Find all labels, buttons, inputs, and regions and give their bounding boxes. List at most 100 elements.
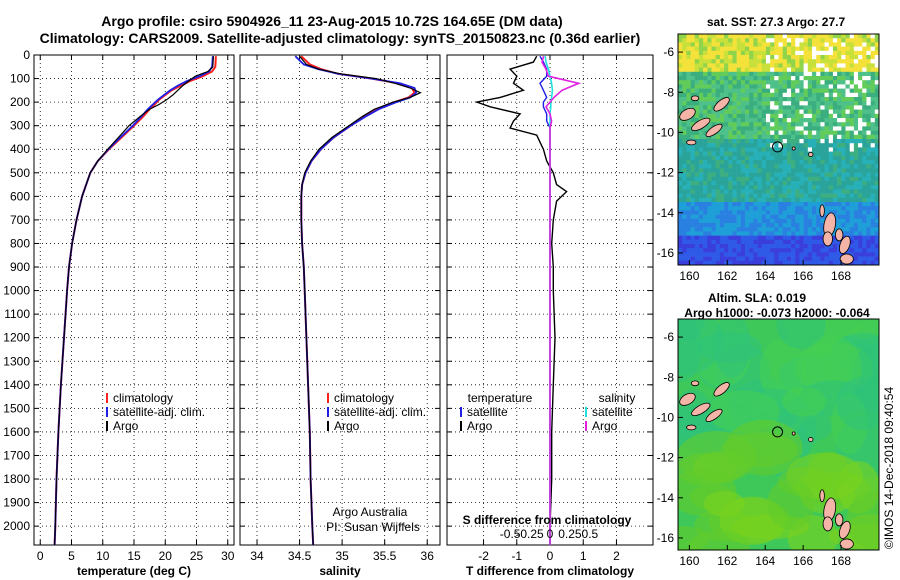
sst-cell (765, 252, 771, 257)
sst-cell (761, 256, 767, 262)
sst-cell (715, 67, 721, 73)
sst-cell (824, 118, 830, 123)
sst-cell (753, 172, 758, 178)
sst-cell (841, 92, 846, 98)
sst-cell (711, 197, 716, 203)
sst-cell (678, 218, 683, 224)
sst-cell (698, 193, 704, 199)
sst-cell (761, 122, 767, 127)
y-tick-label: 1700 (3, 448, 30, 462)
sst-cell (866, 151, 871, 157)
land-island (791, 146, 796, 151)
sst-cell (778, 55, 783, 60)
sst-cell (770, 84, 775, 89)
sst-cell (816, 105, 821, 110)
sst-cell (694, 76, 700, 81)
sst-cell (765, 76, 771, 81)
sst-cell (740, 55, 746, 60)
legend-entry: Argo (467, 419, 493, 433)
y-tick-label: -6 (663, 45, 674, 59)
sst-cell (870, 67, 876, 73)
sst-cell (682, 122, 687, 127)
sst-cell (740, 71, 746, 77)
sst-cell (749, 218, 754, 224)
sst-cell (707, 126, 712, 131)
sst-cell (837, 134, 842, 140)
sst-cell (849, 92, 855, 98)
sst-cell (812, 126, 817, 131)
sst-cell (799, 202, 804, 207)
sst-cell (803, 197, 809, 203)
sst-cell (724, 164, 729, 169)
sst-cell (841, 126, 846, 131)
sst-cell (707, 239, 712, 245)
sst-cell (786, 134, 792, 140)
sst-cell (795, 248, 800, 253)
sst-cell (728, 50, 733, 56)
sst-cell (770, 185, 775, 190)
sst-cell (866, 239, 871, 245)
sst-cell (719, 248, 725, 253)
sst-cell (828, 97, 834, 102)
sst-cell (832, 143, 838, 148)
sst-cell (732, 88, 737, 94)
sst-cell (849, 248, 855, 253)
sst-cell (724, 130, 729, 136)
sst-cell (774, 210, 779, 215)
sst-cell (678, 172, 683, 178)
sst-cell (749, 42, 754, 47)
sst-cell (715, 176, 721, 182)
sst-cell (849, 50, 855, 56)
sst-cell (824, 164, 830, 169)
sst-cell (686, 202, 691, 207)
sst-cell (795, 105, 800, 110)
sst-cell (732, 113, 737, 119)
sst-cell (866, 67, 871, 73)
sst-cell (858, 260, 863, 265)
sst-cell (736, 130, 742, 136)
sst-cell (803, 109, 809, 115)
sst-cell (866, 113, 871, 119)
sst-cell (870, 176, 876, 182)
sst-cell (690, 206, 696, 211)
sst-cell (749, 252, 754, 257)
sst-cell (698, 260, 704, 265)
sst-cell (858, 84, 863, 89)
sst-cell (724, 231, 729, 236)
sst-cell (765, 235, 771, 241)
sst-cell (724, 202, 729, 207)
sst-cell (678, 101, 683, 106)
sst-cell (745, 130, 750, 136)
sst-cell (803, 113, 809, 119)
sst-cell (774, 147, 779, 152)
sst-cell (820, 260, 825, 265)
sst-cell (724, 80, 729, 85)
sst-cell (853, 168, 859, 173)
sst-cell (845, 185, 850, 190)
sst-cell (807, 126, 813, 131)
sst-cell (770, 235, 775, 241)
sst-cell (749, 101, 754, 106)
sst-cell (753, 130, 758, 136)
land-island (808, 152, 814, 157)
sst-cell (770, 126, 775, 131)
sst-cell (736, 59, 742, 64)
sst-map-title: sat. SST: 27.3 Argo: 27.7 (707, 15, 846, 29)
sst-cell (824, 139, 830, 144)
y-tick-label: -16 (657, 246, 675, 260)
sst-cell (786, 139, 792, 144)
sst-cell (749, 113, 754, 119)
sst-cell (694, 113, 700, 119)
sst-cell (778, 71, 783, 77)
sst-cell (719, 155, 725, 161)
sst-cell (828, 55, 834, 60)
sst-cell (799, 76, 804, 81)
sst-cell (841, 38, 846, 43)
sst-cell (686, 134, 691, 140)
sst-cell (682, 80, 687, 85)
sst-cell (849, 260, 855, 265)
sst-cell (837, 223, 842, 228)
sst-cell (866, 84, 871, 89)
sst-cell (686, 34, 691, 39)
sst-cell (820, 235, 825, 241)
